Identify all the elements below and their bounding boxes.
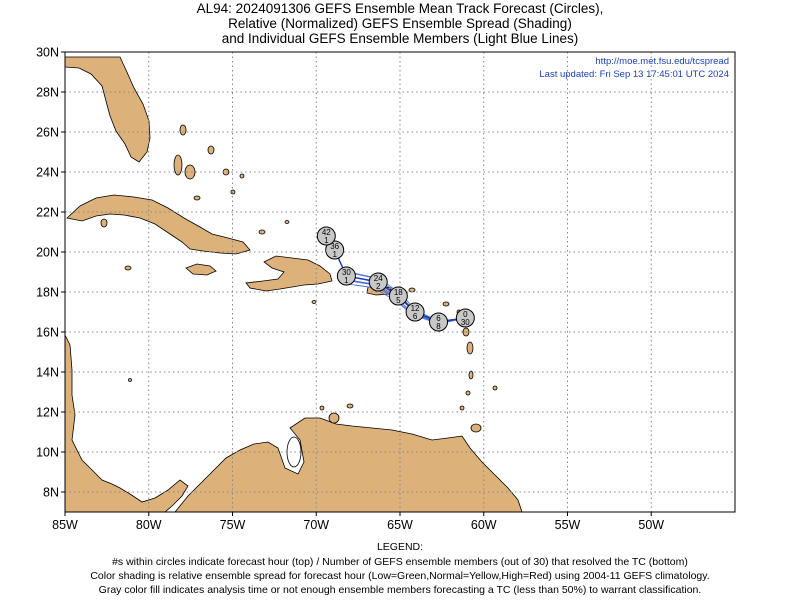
title-line-2: Relative (Normalized) GEFS Ensemble Spre… (228, 16, 572, 31)
forecast-hour-label: 6 (436, 314, 441, 323)
track-point: 030 (455, 308, 475, 328)
member-count-label: 1 (324, 236, 329, 245)
track-point: 361 (325, 240, 345, 260)
track-point: 185 (388, 286, 408, 306)
legend-line-2: Color shading is relative ensemble sprea… (90, 570, 710, 582)
track-circle (405, 302, 425, 322)
track-point: 68 (429, 312, 449, 332)
legend-line-1: #s within circles indicate forecast hour… (112, 556, 688, 568)
y-tick-label: 26N (36, 126, 59, 140)
y-tick-label: 18N (36, 286, 59, 300)
track-circle (316, 226, 336, 246)
hispaniola-land (245, 255, 333, 292)
y-tick-label: 22N (36, 206, 59, 220)
y-tick-label: 16N (36, 326, 59, 340)
forecast-hour-label: 24 (374, 274, 383, 283)
track-circle (455, 308, 475, 328)
track-point: 301 (336, 266, 356, 286)
track-circle (325, 240, 345, 260)
x-tick-label: 55W (555, 518, 581, 532)
x-tick-label: 85W (52, 518, 78, 532)
x-tick-label: 50W (638, 518, 664, 532)
y-tick-label: 10N (36, 446, 59, 460)
x-tick-label: 70W (303, 518, 329, 532)
x-tick-label: 75W (220, 518, 246, 532)
member-count-label: 6 (413, 312, 418, 321)
forecast-hour-label: 36 (330, 242, 339, 251)
track-point: 421 (316, 226, 336, 246)
title-line-3: and Individual GEFS Ensemble Members (Li… (221, 31, 579, 46)
jamaica-land (185, 263, 217, 276)
track-circle (368, 272, 388, 292)
x-tick-label: 60W (471, 518, 497, 532)
lesser-antilles-islands (408, 287, 498, 433)
track-circle (336, 266, 356, 286)
y-tick-label: 20N (36, 246, 59, 260)
member-count-label: 8 (436, 322, 441, 331)
y-tick-label: 14N (36, 366, 59, 380)
south-america-land (174, 417, 523, 512)
bahamas-islands (100, 124, 354, 424)
track-point: 242 (368, 272, 388, 292)
x-tick-label: 80W (136, 518, 162, 532)
member-count-label: 30 (461, 318, 470, 327)
y-axis-ticks: 8N 10N 12N 14N 16N 18N 20N 22N 24N 26N 28N 30N (36, 46, 65, 500)
forecast-hour-label: 12 (411, 304, 420, 313)
x-axis-ticks: 85W 80W 75W 70W 65W 60W 55W 50W (52, 512, 664, 532)
legend-heading: LEGEND: (376, 541, 424, 553)
y-tick-label: 28N (36, 86, 59, 100)
member-count-label: 1 (332, 250, 337, 259)
track-point: 126 (405, 302, 425, 322)
central-america-land (65, 334, 189, 512)
y-tick-label: 8N (43, 486, 59, 500)
member-count-label: 2 (376, 282, 381, 291)
cuba-land (66, 194, 251, 255)
y-tick-label: 12N (36, 406, 59, 420)
forecast-hour-label: 18 (394, 288, 403, 297)
title-line-1: AL94: 2024091306 GEFS Ensemble Mean Trac… (196, 1, 604, 16)
source-url: http://moe.met.fsu.edu/tcspread (595, 56, 729, 67)
forecast-hour-label: 42 (322, 228, 331, 237)
forecast-hour-label: 0 (463, 310, 468, 319)
last-updated: Last updated: Fri Sep 13 17:45:01 UTC 20… (539, 69, 729, 80)
member-count-label: 1 (344, 276, 349, 285)
florida-land (65, 56, 151, 163)
member-count-label: 5 (396, 296, 401, 305)
y-tick-label: 30N (36, 46, 59, 60)
x-tick-label: 65W (387, 518, 413, 532)
y-tick-label: 24N (36, 166, 59, 180)
track-circle (429, 312, 449, 332)
legend-line-3: Gray color fill indicates analysis time … (98, 584, 702, 596)
lake-maracaibo (286, 436, 302, 468)
forecast-hour-label: 30 (342, 268, 351, 277)
track-circle (388, 286, 408, 306)
land-layer (65, 56, 523, 512)
